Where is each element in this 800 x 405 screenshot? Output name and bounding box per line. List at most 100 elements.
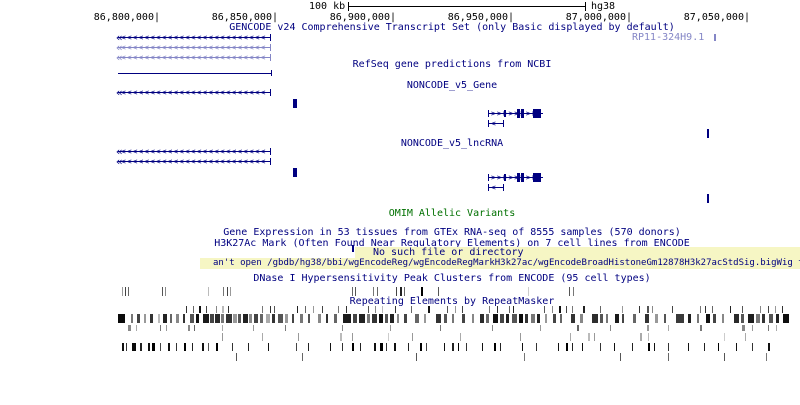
repeat-element[interactable] <box>334 314 337 323</box>
repeat-element[interactable] <box>131 314 133 323</box>
dnase-cluster[interactable] <box>355 287 356 296</box>
track-title-refseq[interactable]: RefSeq gene predictions from NCBI <box>352 59 552 70</box>
repeat-element[interactable] <box>268 343 269 351</box>
repeat-element[interactable] <box>447 306 448 313</box>
repeat-element[interactable] <box>296 343 297 351</box>
repeat-element[interactable] <box>412 333 413 341</box>
repeat-element[interactable] <box>654 343 655 351</box>
repeat-element[interactable] <box>462 306 463 313</box>
dnase-cluster[interactable] <box>377 287 378 296</box>
repeat-element[interactable] <box>572 306 573 313</box>
noncode-gene-model[interactable]: >>>>>>>> <box>488 109 543 118</box>
track-title-repeatmasker[interactable]: Repeating Elements by RepeatMasker <box>349 296 555 307</box>
repeat-element[interactable] <box>572 343 573 351</box>
repeat-element[interactable] <box>762 314 765 323</box>
repeat-element[interactable] <box>202 343 204 351</box>
repeat-element[interactable] <box>158 314 160 323</box>
repeat-element[interactable] <box>724 333 725 341</box>
repeat-element[interactable] <box>308 314 310 323</box>
repeat-element[interactable] <box>385 314 388 323</box>
repeat-element[interactable] <box>436 314 441 323</box>
gencode-transcript[interactable]: <<<<<<<<<<<<<<<<<<<<<<<<< « <box>116 51 271 64</box>
repeat-element[interactable] <box>718 343 719 351</box>
repeat-element[interactable] <box>639 306 640 313</box>
repeat-element[interactable] <box>452 314 454 323</box>
ruler-label-86800000[interactable]: 86,800,000| <box>93 12 160 23</box>
repeat-element[interactable] <box>722 314 724 323</box>
repeat-element[interactable] <box>368 306 369 313</box>
ruler-label-86900000[interactable]: 86,900,000| <box>329 12 396 23</box>
ruler-label-87050000[interactable]: 87,050,000| <box>683 12 750 23</box>
repeat-element[interactable] <box>352 333 353 341</box>
repeat-element[interactable] <box>559 306 561 313</box>
repeat-element[interactable] <box>302 353 303 361</box>
noncode-lncrna-transcript[interactable]: <<<<<<<<<<<<<<<<<<<<<<<<< « <box>116 145 271 158</box>
repeat-element[interactable] <box>416 353 417 361</box>
repeat-element[interactable] <box>566 306 567 313</box>
repeat-element[interactable] <box>664 314 666 323</box>
repeat-element[interactable] <box>160 343 161 351</box>
repeat-element[interactable] <box>390 314 394 323</box>
repeat-element[interactable] <box>395 306 396 313</box>
repeat-element[interactable] <box>462 314 465 323</box>
repeat-element[interactable] <box>647 306 649 313</box>
repeat-element[interactable] <box>571 314 575 323</box>
repeat-element[interactable] <box>270 306 271 313</box>
repeat-element[interactable] <box>426 343 427 351</box>
repeat-element[interactable] <box>254 314 258 323</box>
gene-label-rp11-324h9-1[interactable]: RP11-324H9.1 <box>632 32 705 43</box>
noncode-gene-transcript[interactable]: <<<<<<<<<<<<<<<<<<<<<<<<< « <box>116 86 271 99</box>
repeat-element[interactable] <box>493 314 498 323</box>
repeat-element[interactable] <box>278 314 283 323</box>
repeat-element[interactable] <box>472 314 474 323</box>
repeat-element[interactable] <box>489 306 490 313</box>
repeat-element[interactable] <box>233 314 237 323</box>
repeat-element[interactable] <box>745 333 746 341</box>
repeat-element[interactable] <box>480 314 484 323</box>
repeat-element[interactable] <box>274 306 275 313</box>
repeat-element[interactable] <box>196 314 199 323</box>
repeat-element[interactable] <box>352 343 354 351</box>
repeat-element[interactable] <box>752 343 753 351</box>
repeat-element[interactable] <box>140 343 142 351</box>
noncode-lncrna-model[interactable]: < <box>488 183 504 192</box>
repeat-element[interactable] <box>769 314 773 323</box>
repeat-element[interactable] <box>297 306 298 313</box>
repeat-element[interactable] <box>397 314 399 323</box>
repeat-element[interactable] <box>760 306 761 313</box>
dnase-cluster[interactable] <box>569 287 570 296</box>
repeat-element[interactable] <box>742 306 743 313</box>
repeat-element[interactable] <box>340 333 342 341</box>
repeat-element[interactable] <box>500 343 501 351</box>
repeat-element[interactable] <box>494 343 496 351</box>
repeat-element[interactable] <box>506 314 509 323</box>
repeat-element[interactable] <box>648 343 650 351</box>
repeat-element[interactable] <box>118 314 125 323</box>
repeat-element[interactable] <box>137 314 140 323</box>
repeat-element[interactable] <box>444 343 445 351</box>
repeat-element[interactable] <box>318 314 321 323</box>
repeat-element[interactable] <box>704 343 705 351</box>
repeat-element[interactable] <box>580 314 583 323</box>
repeat-element[interactable] <box>238 314 241 323</box>
repeat-element[interactable] <box>783 314 789 323</box>
repeat-element[interactable] <box>560 314 562 323</box>
dnase-cluster[interactable] <box>125 287 126 296</box>
repeat-element[interactable] <box>614 343 615 351</box>
repeat-element[interactable] <box>492 325 493 331</box>
dnase-cluster[interactable] <box>396 287 397 296</box>
repeat-element[interactable] <box>262 306 263 313</box>
repeat-element[interactable] <box>183 314 185 323</box>
repeat-element[interactable] <box>170 314 172 323</box>
repeat-element[interactable] <box>736 343 737 351</box>
repeat-element[interactable] <box>668 325 669 331</box>
repeat-element[interactable] <box>652 306 653 313</box>
repeat-element[interactable] <box>537 314 540 323</box>
repeat-element[interactable] <box>232 343 233 351</box>
repeat-element[interactable] <box>193 306 194 313</box>
repeat-element[interactable] <box>359 314 365 323</box>
dnase-cluster[interactable] <box>223 287 224 296</box>
repeat-element[interactable] <box>647 325 649 331</box>
repeat-element[interactable] <box>632 343 633 351</box>
dnase-cluster[interactable] <box>122 287 123 296</box>
